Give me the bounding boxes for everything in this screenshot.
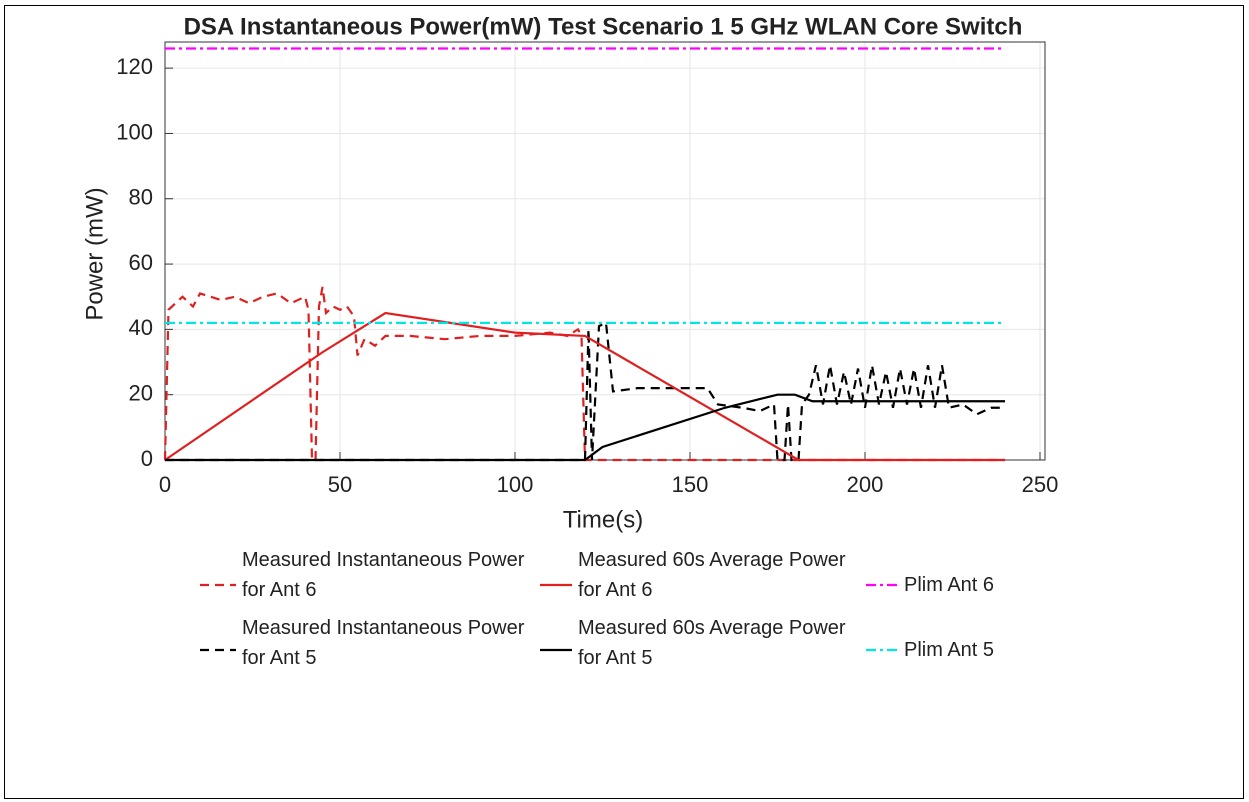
x-axis-label: Time(s) <box>563 506 643 533</box>
y-tick-label: 60 <box>129 250 153 275</box>
legend-entry: Measured Instantaneous Power for Ant 5 <box>242 617 525 669</box>
y-tick-label: 80 <box>129 185 153 210</box>
legend-entry: Measured Instantaneous Power for Ant 6 <box>242 549 525 601</box>
legend-entry: Plim Ant 5 <box>904 639 995 661</box>
y-axis-label: Power (mW) <box>81 187 108 320</box>
series-line <box>163 286 1005 462</box>
frame <box>4 5 1244 799</box>
legend-entry: Measured 60s Average Power for Ant 5 <box>578 617 846 669</box>
legend-entry: Measured 60s Average Power for Ant 6 <box>578 549 846 601</box>
y-tick-label: 40 <box>129 315 153 340</box>
legend-entry: Plim Ant 6 <box>904 574 995 596</box>
plot-area <box>165 42 1045 460</box>
x-tick-label: 150 <box>672 472 709 497</box>
y-tick-label: 0 <box>141 446 153 471</box>
y-tick-label: 120 <box>116 54 153 79</box>
x-tick-label: 250 <box>1022 472 1059 497</box>
series-line <box>164 311 1005 462</box>
x-tick-label: 0 <box>159 472 171 497</box>
y-tick-label: 20 <box>129 381 153 406</box>
x-tick-label: 200 <box>847 472 884 497</box>
series-line <box>165 393 1005 462</box>
x-tick-label: 50 <box>328 472 352 497</box>
chart-title: DSA Instantaneous Power(mW) Test Scenari… <box>184 13 1023 40</box>
x-tick-label: 100 <box>497 472 534 497</box>
series-line <box>165 321 1005 462</box>
y-tick-label: 100 <box>116 119 153 144</box>
